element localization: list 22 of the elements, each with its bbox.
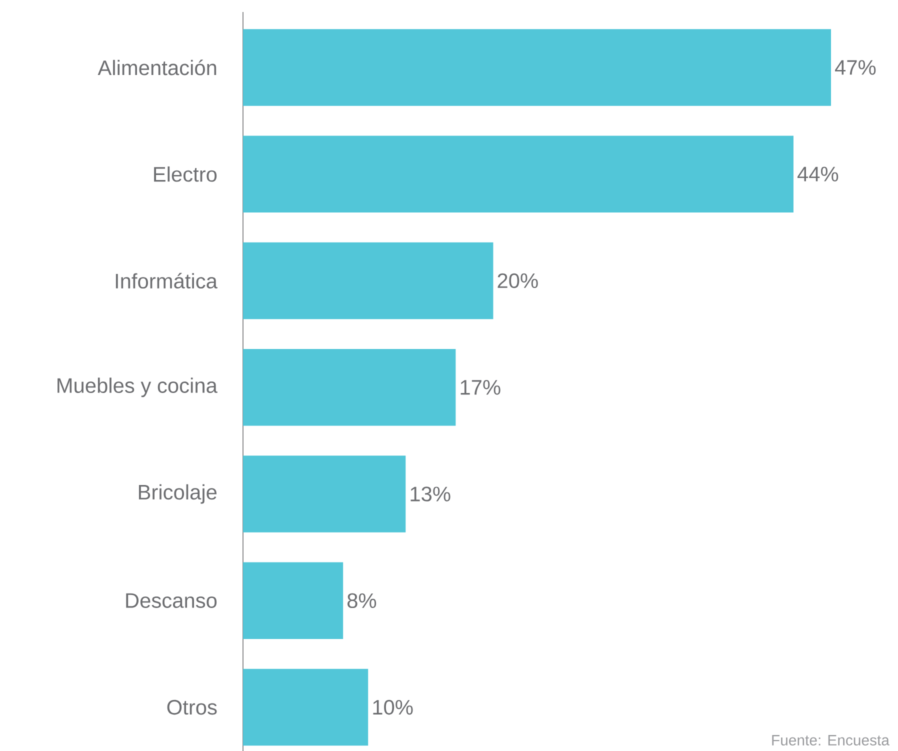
bar <box>243 348 456 426</box>
annotation: Fuente: Encuesta <box>772 735 890 746</box>
data-label: 8% <box>348 593 376 608</box>
bar <box>243 562 344 640</box>
y-tick-label: Otros <box>167 700 217 715</box>
data-label: 13% <box>410 486 450 502</box>
bar <box>243 29 832 106</box>
y-tick-label: Bricolaje <box>138 484 217 504</box>
y-tick-label: Electro <box>154 166 217 182</box>
bar <box>243 242 494 320</box>
y-tick-label: Informática <box>116 272 218 289</box>
data-label: 17% <box>460 380 500 395</box>
bar <box>243 456 406 532</box>
data-label: 47% <box>835 60 876 75</box>
data-label: 44% <box>797 166 838 182</box>
bar <box>243 668 368 746</box>
data-label: 20% <box>498 273 538 288</box>
bar <box>243 136 794 212</box>
data-label: 10% <box>373 700 413 715</box>
y-tick-label: Alimentación <box>98 60 216 76</box>
y-tick-label: Muebles y cocina <box>58 378 218 398</box>
y-tick-label: Descanso <box>126 593 217 608</box>
